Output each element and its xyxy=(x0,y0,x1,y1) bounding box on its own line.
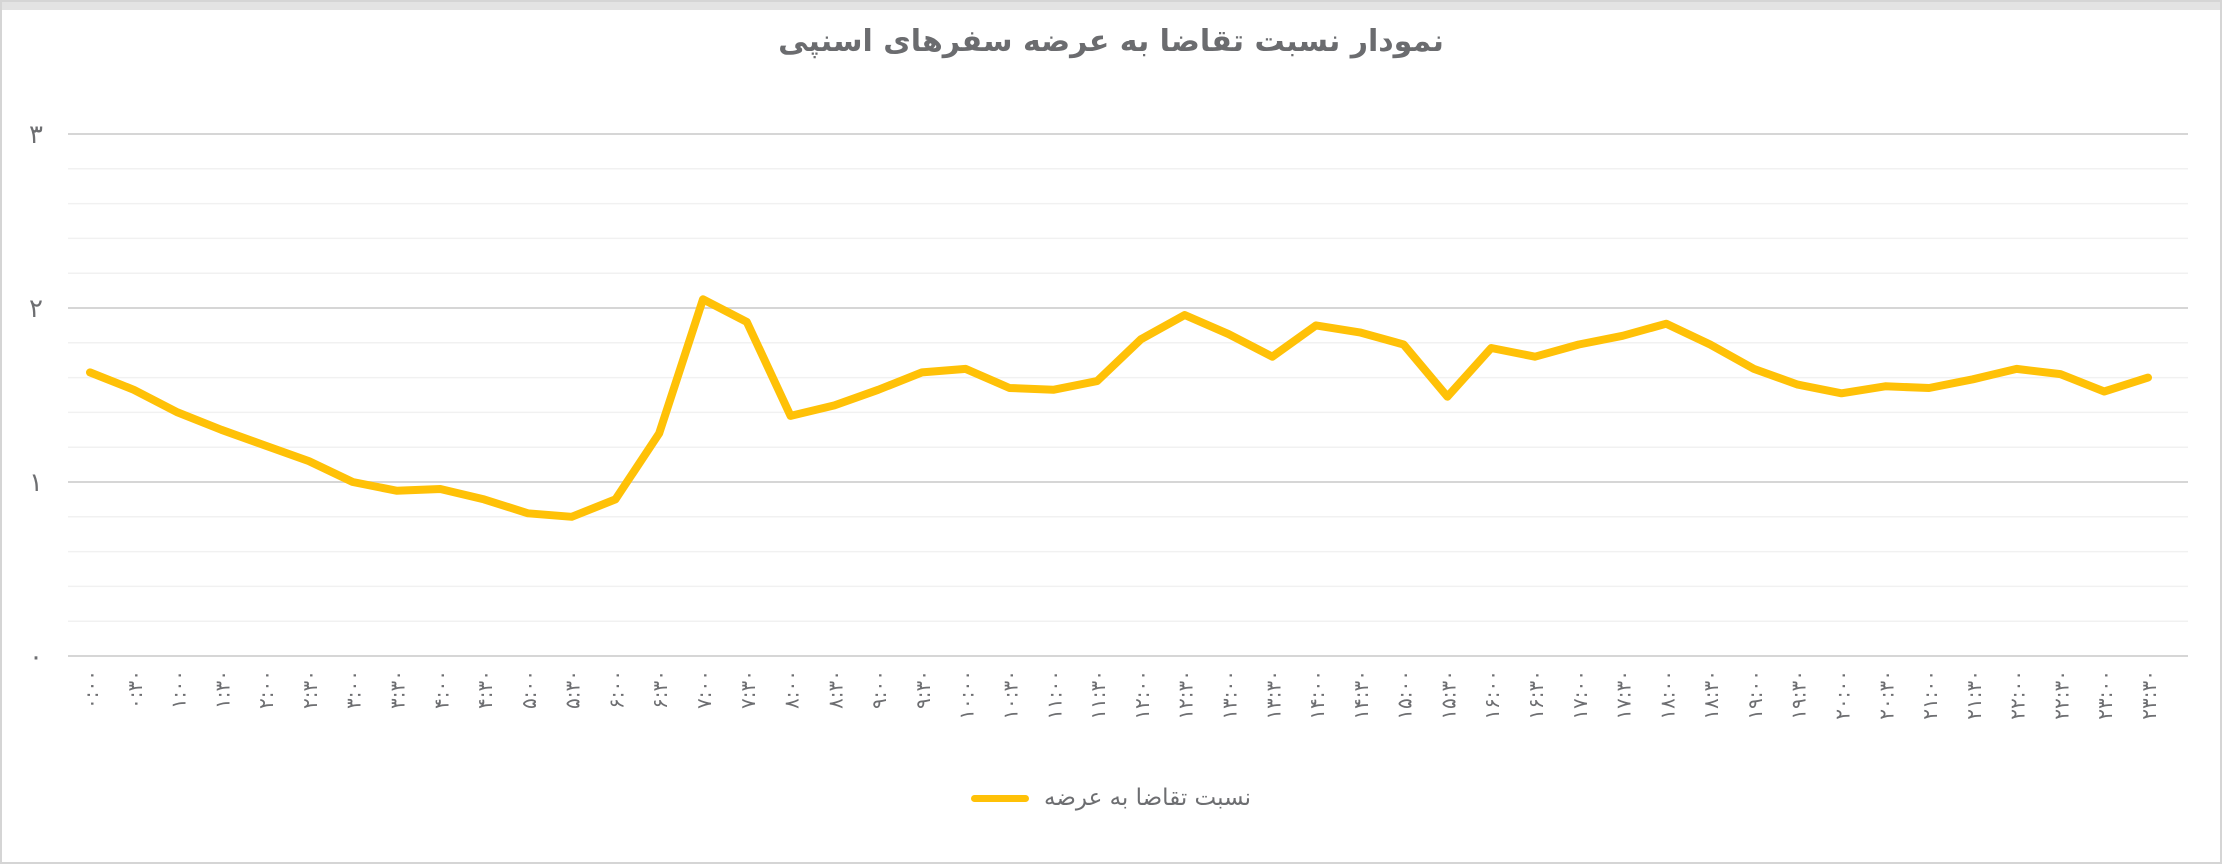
x-axis-tick-label: ۷:۰۰ xyxy=(692,670,716,709)
x-axis-tick-label: ۸:۳۰ xyxy=(823,670,847,709)
x-axis-tick-label: ۱۰:۰۰ xyxy=(955,670,979,720)
y-axis-tick-label: ۱ xyxy=(29,468,43,498)
x-axis-tick-label: ۱۲:۳۰ xyxy=(1174,670,1198,720)
x-axis-tick-label: ۲۳:۰۰ xyxy=(2093,670,2117,720)
x-axis-tick-label: ۱۷:۳۰ xyxy=(1612,670,1636,720)
window-top-strip xyxy=(2,2,2220,10)
x-axis-tick-label: ۶:۳۰ xyxy=(648,670,672,709)
x-axis-tick-label: ۹:۳۰ xyxy=(911,670,935,709)
legend-line-swatch[interactable] xyxy=(971,794,1030,802)
x-axis-tick-label: ۱۵:۳۰ xyxy=(1436,670,1460,720)
x-axis-tick-label: ۱۲:۰۰ xyxy=(1130,670,1154,720)
legend[interactable]: نسبت تقاضا به عرضه xyxy=(2,785,2220,811)
x-axis-tick-label: ۲۳:۳۰ xyxy=(2137,670,2161,720)
x-axis-tick-label: ۴:۰۰ xyxy=(429,670,453,709)
x-axis-tick-label: ۱۷:۰۰ xyxy=(1568,670,1592,720)
x-axis-tick-label: ۱۱:۰۰ xyxy=(1042,670,1066,720)
x-axis-tick-label: ۲۲:۳۰ xyxy=(2049,670,2073,720)
x-axis-tick-label: ۲:۰۰ xyxy=(254,670,278,709)
x-axis-tick-label: ۱۹:۰۰ xyxy=(1743,670,1767,720)
x-axis-tick-label: ۱۸:۳۰ xyxy=(1699,670,1723,720)
x-axis-tick-label: ۰:۰۰ xyxy=(79,670,103,709)
x-axis-tick-label: ۲۲:۰۰ xyxy=(2006,670,2030,720)
series-line-demand-supply-ratio[interactable] xyxy=(86,295,2152,521)
x-axis-tick-label: ۵:۰۰ xyxy=(517,670,541,709)
x-axis-tick-label: ۱۱:۳۰ xyxy=(1086,670,1110,720)
x-axis-tick-label: ۱۳:۳۰ xyxy=(1261,670,1285,720)
legend-label[interactable]: نسبت تقاضا به عرضه xyxy=(1044,785,1251,811)
x-axis-tick-label: ۳:۳۰ xyxy=(386,670,410,709)
demand-supply-line-chart[interactable]: ۰ ۱ ۲ ۳ ۰:۰۰ ۰:۳۰ ۱:۰۰ ۱:۳۰ ۲:۰۰ ۲:۳۰ ۳:۰۰ ۳:۳۰ ۴:۰۰… xyxy=(2,2,2222,772)
x-axis-tick-label: ۲۱:۰۰ xyxy=(1918,670,1942,720)
y-axis-labels: ۰ ۱ ۲ ۳ xyxy=(29,120,43,672)
x-axis-tick-label: ۰:۳۰ xyxy=(123,670,147,709)
x-axis-tick-label: ۳:۰۰ xyxy=(342,670,366,709)
chart-title: نمودار نسبت تقاضا به عرضه سفرهای اسنپی xyxy=(778,24,1444,59)
x-axis-tick-label: ۱۳:۰۰ xyxy=(1218,670,1242,720)
x-axis-tick-label: ۹:۰۰ xyxy=(867,670,891,709)
x-axis-tick-label: ۴:۳۰ xyxy=(473,670,497,709)
x-axis-tick-label: ۲۰:۰۰ xyxy=(1831,670,1855,720)
grid-lines xyxy=(68,133,2188,657)
x-axis-tick-label: ۵:۳۰ xyxy=(561,670,585,709)
y-axis-tick-label: ۳ xyxy=(29,120,43,150)
x-axis-tick-label: ۱۰:۳۰ xyxy=(999,670,1023,720)
x-axis-tick-label: ۱:۳۰ xyxy=(210,670,234,709)
x-axis-tick-label: ۱۶:۰۰ xyxy=(1480,670,1504,720)
x-axis-tick-label: ۶:۰۰ xyxy=(604,670,628,709)
x-axis-labels: ۰:۰۰ ۰:۳۰ ۱:۰۰ ۱:۳۰ ۲:۰۰ ۲:۳۰ ۳:۰۰ ۳:۳۰ ۴:۰۰ ۴:۳۰… xyxy=(79,670,2161,720)
x-axis-tick-label: ۱۸:۰۰ xyxy=(1655,670,1679,720)
x-axis-tick-label: ۲:۳۰ xyxy=(298,670,322,709)
x-axis-tick-label: ۱۴:۳۰ xyxy=(1349,670,1373,720)
x-axis-tick-label: ۱۹:۳۰ xyxy=(1787,670,1811,720)
x-axis-tick-label: ۲۰:۳۰ xyxy=(1874,670,1898,720)
x-axis-tick-label: ۸:۰۰ xyxy=(780,670,804,709)
x-axis-tick-label: ۱۴:۰۰ xyxy=(1305,670,1329,720)
x-axis-tick-label: ۲۱:۳۰ xyxy=(1962,670,1986,720)
x-axis-tick-label: ۱:۰۰ xyxy=(167,670,191,709)
y-axis-tick-label: ۲ xyxy=(29,294,43,324)
x-axis-tick-label: ۱۶:۳۰ xyxy=(1524,670,1548,720)
y-axis-tick-label: ۰ xyxy=(29,642,43,672)
x-axis-tick-label: ۱۵:۰۰ xyxy=(1393,670,1417,720)
x-axis-tick-label: ۷:۳۰ xyxy=(736,670,760,709)
